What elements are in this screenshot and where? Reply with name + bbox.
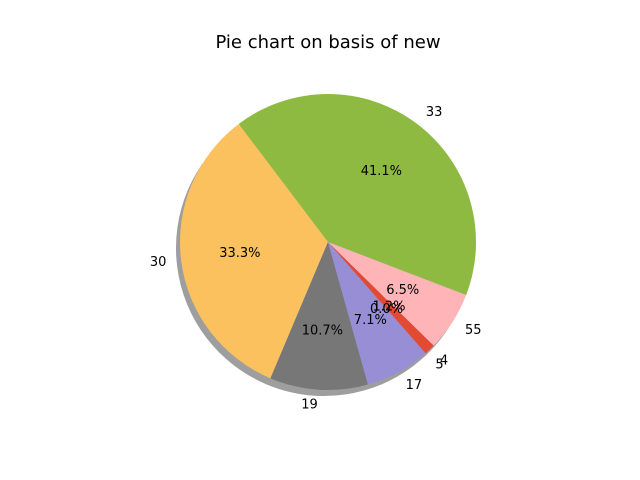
slice-4-percent-label: 1.2% (373, 300, 406, 315)
slice-17-percent-label: 7.1% (354, 313, 387, 328)
slice-55 (328, 242, 467, 346)
slice-5-percent-label: 0.0% (370, 302, 403, 317)
slice-19 (270, 242, 368, 390)
slice-30-percent-label: 33.3% (219, 246, 260, 261)
slice-4 (328, 242, 434, 354)
slice-33 (238, 93, 476, 296)
slice-4-label: 4 (440, 353, 448, 368)
pie-slices (179, 93, 476, 390)
slice-30 (179, 123, 328, 379)
slice-5-label: 5 (435, 357, 443, 372)
slice-33-label: 33 (426, 105, 443, 120)
slice-17 (328, 242, 426, 385)
slice-30-label: 30 (150, 255, 167, 270)
pie-labels: 33 41.1% 30 33.3% 19 10.7% 17 7.1% 5 0.0% 4 1.2% 55 6… (150, 105, 482, 413)
slice-17-label: 17 (406, 378, 423, 393)
slice-55-percent-label: 6.5% (386, 283, 419, 298)
slice-19-label: 19 (301, 397, 318, 412)
slice-19-percent-label: 10.7% (302, 324, 343, 339)
slice-55-label: 55 (465, 323, 482, 338)
slice-33-percent-label: 41.1% (361, 164, 402, 179)
chart-title: Pie chart on basis of new (215, 32, 440, 53)
